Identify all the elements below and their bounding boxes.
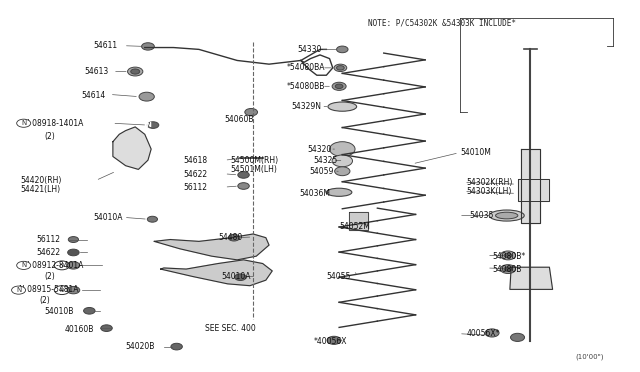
Circle shape	[500, 264, 516, 273]
Circle shape	[245, 109, 257, 116]
Text: (2): (2)	[40, 296, 51, 305]
Text: *54080BA: *54080BA	[287, 63, 325, 72]
Circle shape	[171, 343, 182, 350]
Polygon shape	[349, 212, 368, 230]
Circle shape	[332, 155, 353, 167]
Text: 54325: 54325	[314, 155, 338, 165]
Text: 54480: 54480	[218, 233, 243, 242]
Text: 54329N: 54329N	[291, 102, 321, 111]
Ellipse shape	[328, 102, 356, 111]
Text: N 08912-8401A: N 08912-8401A	[24, 261, 83, 270]
Text: 54010B: 54010B	[45, 307, 74, 316]
Text: 54622: 54622	[36, 248, 61, 257]
Text: 40056X*: 40056X*	[467, 329, 500, 338]
Text: N: N	[16, 287, 21, 293]
Text: 54010A: 54010A	[221, 272, 251, 281]
Text: 54420(RH): 54420(RH)	[20, 176, 62, 185]
Text: 54611: 54611	[94, 41, 118, 50]
Text: 56112: 56112	[36, 235, 60, 244]
Text: *40056X: *40056X	[314, 337, 347, 346]
Text: 54036M: 54036M	[299, 189, 330, 198]
Text: 56112: 56112	[183, 183, 207, 192]
Circle shape	[485, 329, 499, 337]
Text: (10'00"): (10'00")	[575, 353, 604, 359]
Text: N: N	[145, 122, 151, 128]
Circle shape	[147, 122, 159, 128]
Circle shape	[68, 237, 79, 243]
Circle shape	[335, 84, 343, 89]
Text: (2): (2)	[45, 132, 56, 141]
Text: 54020B: 54020B	[125, 342, 155, 351]
Text: SEE SEC. 400: SEE SEC. 400	[205, 324, 256, 333]
Circle shape	[17, 119, 31, 127]
Circle shape	[504, 267, 512, 271]
Text: 54059: 54059	[309, 167, 333, 176]
Text: 40160B: 40160B	[65, 326, 95, 334]
Circle shape	[67, 262, 80, 269]
Text: 54035: 54035	[470, 211, 494, 220]
Circle shape	[84, 308, 95, 314]
Text: 54302K(RH): 54302K(RH)	[467, 178, 513, 187]
Ellipse shape	[495, 212, 518, 219]
Text: 54320: 54320	[307, 145, 332, 154]
Circle shape	[238, 183, 249, 189]
Text: 54421(LH): 54421(LH)	[20, 185, 61, 194]
Text: 54010M: 54010M	[460, 148, 491, 157]
Circle shape	[67, 286, 80, 294]
Circle shape	[327, 336, 341, 344]
Text: 54622: 54622	[183, 170, 207, 179]
Polygon shape	[161, 260, 272, 286]
Circle shape	[131, 69, 140, 74]
Circle shape	[337, 65, 344, 70]
Text: 54500M(RH): 54500M(RH)	[231, 155, 279, 165]
Circle shape	[100, 325, 112, 331]
Circle shape	[12, 286, 26, 294]
Text: 54501M(LH): 54501M(LH)	[231, 165, 278, 174]
Text: N: N	[21, 120, 26, 126]
Text: N 08918-1401A: N 08918-1401A	[24, 119, 83, 128]
Circle shape	[334, 64, 347, 71]
Circle shape	[68, 249, 79, 256]
Text: 54080B*: 54080B*	[492, 251, 525, 261]
Text: N: N	[60, 263, 64, 268]
Text: 54010A: 54010A	[94, 213, 124, 222]
Text: 54060B: 54060B	[225, 115, 254, 124]
Circle shape	[238, 171, 249, 178]
Circle shape	[147, 216, 157, 222]
Text: 54080B: 54080B	[492, 264, 522, 273]
Polygon shape	[510, 267, 552, 289]
Polygon shape	[518, 179, 549, 201]
Circle shape	[141, 43, 154, 50]
Text: (2): (2)	[45, 272, 56, 281]
Circle shape	[504, 253, 512, 258]
Text: *54080BB: *54080BB	[287, 82, 325, 91]
Circle shape	[500, 251, 516, 260]
Text: 54052M: 54052M	[339, 222, 370, 231]
Circle shape	[511, 333, 525, 341]
Circle shape	[127, 67, 143, 76]
Text: N 08915-5481A: N 08915-5481A	[19, 285, 79, 294]
Circle shape	[228, 234, 240, 241]
Text: NOTE: P/C54302K &54303K INCLUDE*: NOTE: P/C54302K &54303K INCLUDE*	[368, 18, 516, 27]
Circle shape	[17, 261, 31, 269]
Circle shape	[235, 274, 246, 280]
Polygon shape	[154, 234, 269, 260]
Ellipse shape	[326, 188, 352, 196]
Text: 54330: 54330	[298, 45, 322, 54]
Circle shape	[330, 142, 355, 157]
Polygon shape	[521, 149, 540, 223]
Text: 54613: 54613	[84, 67, 108, 76]
Ellipse shape	[489, 210, 524, 221]
Text: 54618: 54618	[183, 155, 207, 165]
Text: 54614: 54614	[81, 91, 106, 100]
Text: 54055: 54055	[326, 272, 351, 281]
Circle shape	[337, 46, 348, 53]
Circle shape	[332, 82, 346, 90]
Text: N: N	[60, 288, 64, 293]
Circle shape	[335, 167, 350, 176]
Circle shape	[139, 92, 154, 101]
Polygon shape	[113, 127, 151, 169]
Text: N: N	[21, 262, 26, 268]
Text: 54303K(LH): 54303K(LH)	[467, 187, 512, 196]
